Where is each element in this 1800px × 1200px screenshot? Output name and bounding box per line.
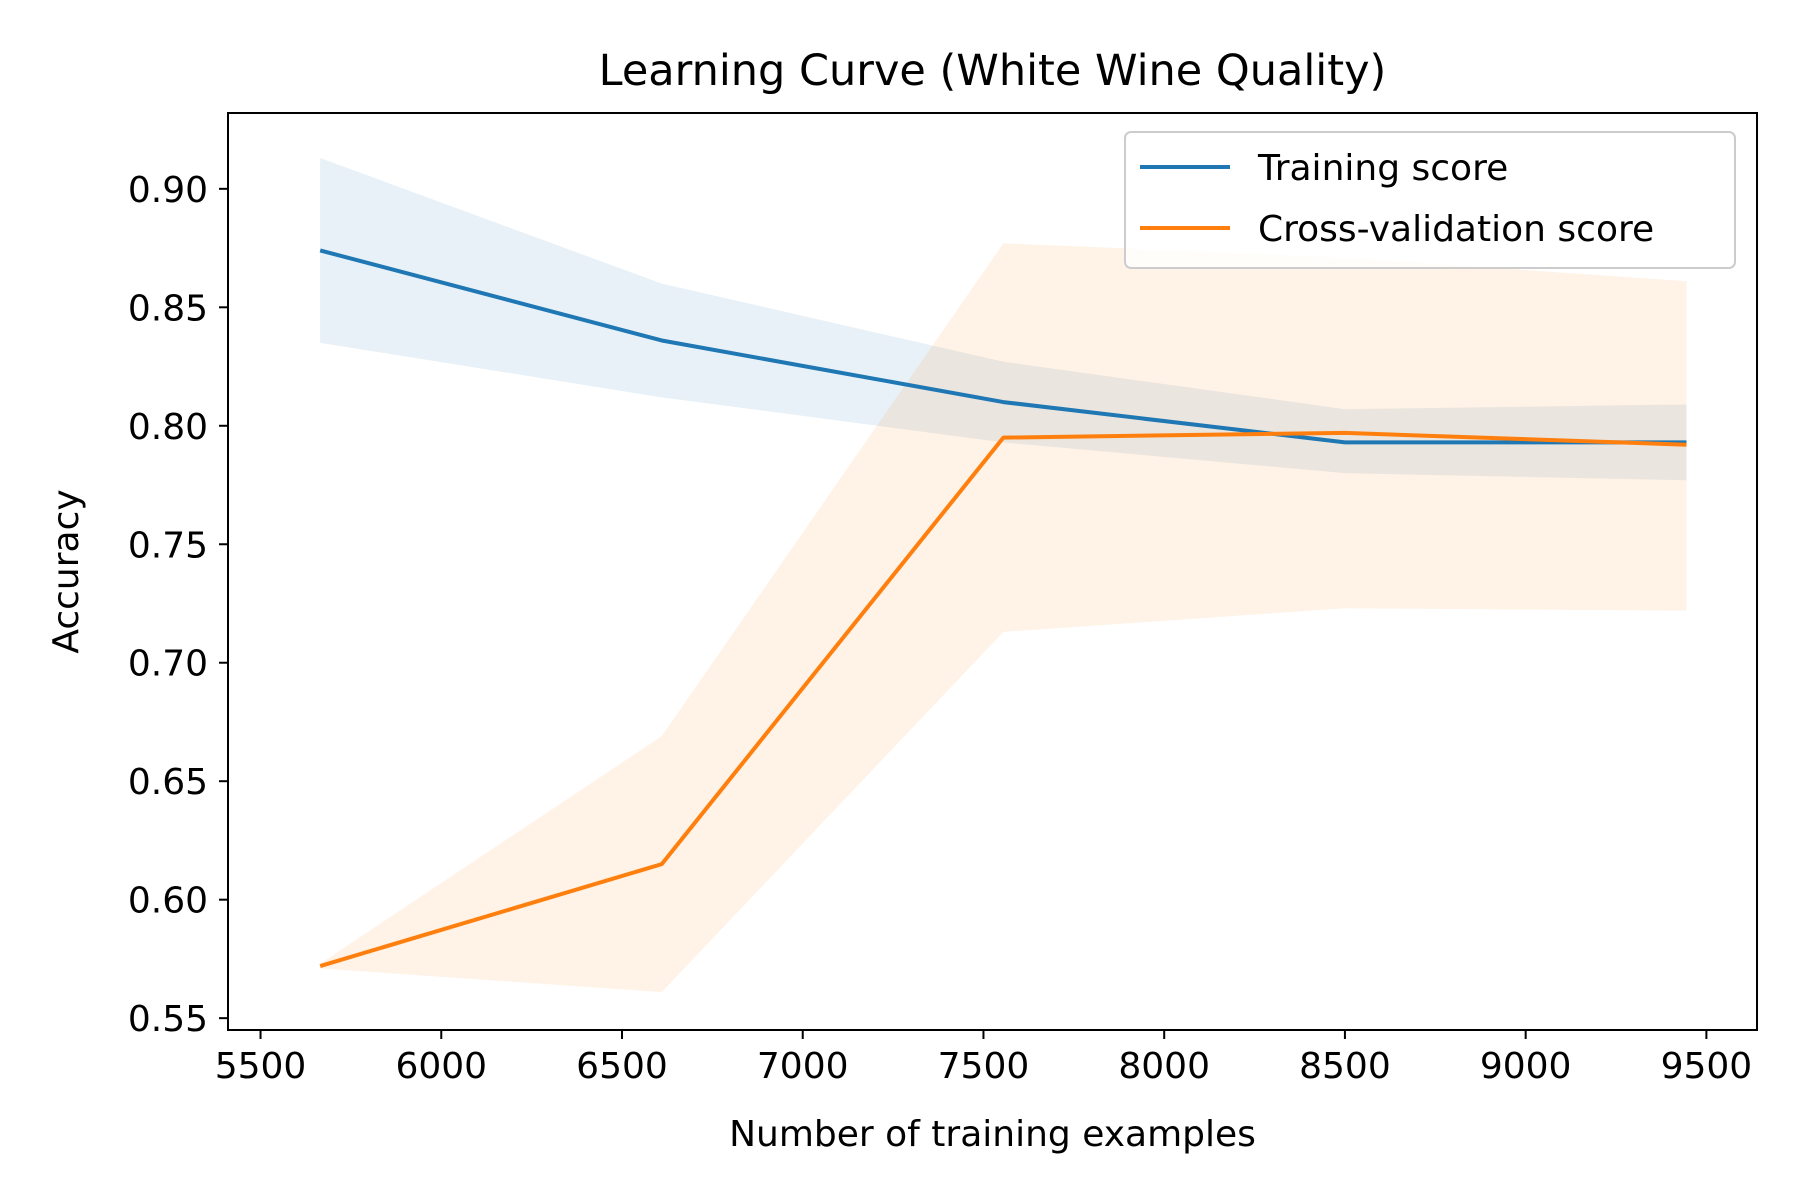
x-tick-label: 7500 — [938, 1046, 1030, 1087]
plot-frame — [227, 112, 1758, 1031]
x-tick-label: 9000 — [1480, 1046, 1572, 1087]
x-axis-ticks: 5500 6000 6500 7000 7500 8000 8500 9000 9500 — [215, 1030, 1752, 1087]
y-tick-label: 0.60 — [128, 881, 208, 922]
y-tick-label: 0.90 — [128, 170, 208, 211]
band-training — [320, 158, 1687, 481]
x-tick-label: 5500 — [215, 1046, 307, 1087]
x-tick-label: 6500 — [576, 1046, 668, 1087]
y-axis-label: Accuracy — [46, 489, 87, 653]
y-tick-label: 0.55 — [128, 999, 208, 1040]
y-tick-label: 0.85 — [128, 288, 208, 329]
series-lines — [319, 248, 1687, 968]
x-tick-label: 9500 — [1661, 1046, 1753, 1087]
x-tick-label: 8500 — [1299, 1046, 1391, 1087]
y-tick-label: 0.75 — [128, 525, 208, 566]
x-tick-label: 8000 — [1118, 1046, 1210, 1087]
y-tick-label: 0.80 — [128, 407, 208, 448]
x-tick-label: 7000 — [757, 1046, 849, 1087]
y-axis-ticks: 0.55 0.60 0.65 0.70 0.75 0.80 0.85 0.90 — [128, 170, 228, 1040]
confidence-bands — [320, 158, 1687, 993]
band-cross-validation — [320, 243, 1687, 993]
chart-title: Learning Curve (White Wine Quality) — [599, 46, 1387, 96]
legend-box — [1124, 131, 1736, 269]
legend-label-cross-validation: Cross-validation score — [1258, 209, 1654, 250]
legend-label-training: Training score — [1257, 148, 1508, 189]
legend: Training score Cross-validation score — [1124, 131, 1736, 269]
y-tick-label: 0.65 — [128, 762, 208, 803]
y-tick-label: 0.70 — [128, 644, 208, 685]
x-tick-label: 6000 — [395, 1046, 487, 1087]
x-axis-label: Number of training examples — [729, 1114, 1256, 1155]
